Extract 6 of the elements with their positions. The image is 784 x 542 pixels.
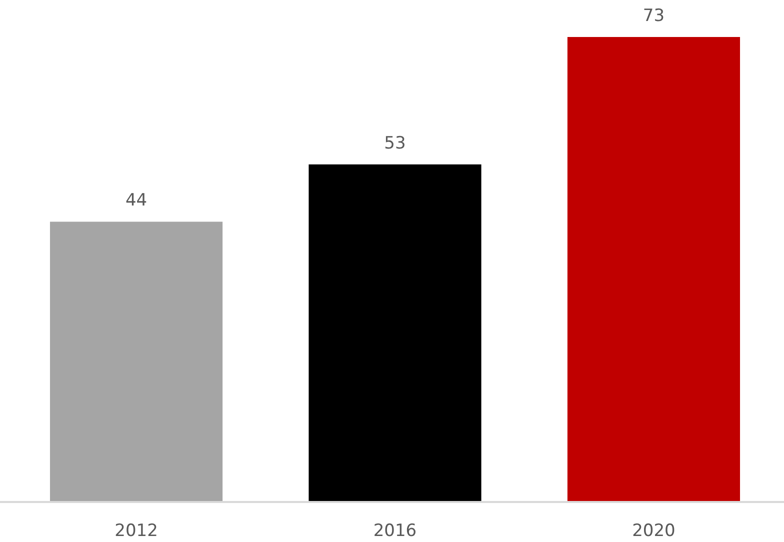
x-tick-label: 2012	[114, 521, 158, 541]
x-tick-label: 2020	[632, 521, 676, 541]
data-label: 73	[642, 6, 665, 26]
data-label: 53	[384, 133, 406, 154]
x-tick-label: 2016	[373, 521, 417, 541]
data-label: 44	[125, 190, 148, 211]
